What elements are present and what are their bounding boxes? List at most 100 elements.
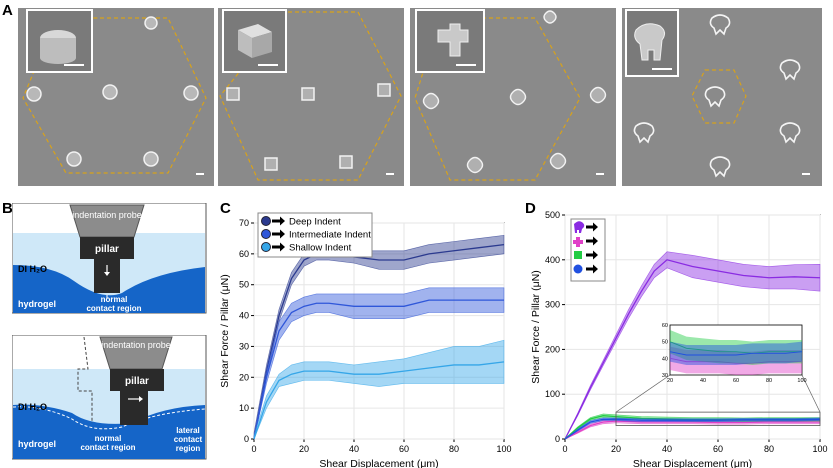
x-axis-label: Shear Displacement (μm) [319,458,438,468]
y-tick-label: 400 [545,255,560,265]
label-indentation-probe: indentation probe [101,340,171,350]
x-tick-label: 100 [812,444,827,454]
y-tick-label: 0 [244,434,249,444]
label-lateral: lateral [176,426,200,435]
schematic-normal-contact: indentation probe pillar DI H₂O hydrogel… [12,203,207,314]
legend-circle-icon [573,264,583,274]
label-di-water: DI H₂O [18,264,47,274]
x-tick-label: 80 [764,444,774,454]
chart-d: 0 20 40 60 80 100 0 100 200 300 400 500 Shear Displa… [530,210,828,468]
series-line-circle [564,418,821,440]
label-di-water: DI H₂O [18,402,47,412]
flower-pillars [422,10,607,174]
panel-label-b: B [2,200,13,217]
legend-arrow-icon [586,236,598,246]
panel-label-d: D [525,200,536,217]
hydrogel-surface [13,404,205,459]
series-line-flower [564,420,820,440]
inset-x-tick-label: 100 [797,378,806,384]
panel-label-c: C [220,200,231,217]
legend-flower-icon [573,237,583,247]
label-region: region [176,444,201,453]
label-contact-region: contact region [86,304,141,313]
y-tick-label: 70 [239,218,249,228]
label-contact: contact [174,435,203,444]
panel-label-a: A [2,2,13,19]
sem-image-flower-pillars [410,8,616,186]
inset-y-tick-label: 60 [662,323,668,329]
inset-band-square [670,330,802,365]
sem-image-square-pillars [218,8,404,186]
legend-arrow-icon [272,229,285,239]
legend-label: Intermediate Indent [289,230,371,241]
elephant-pillars [633,14,801,178]
legend-arrow-icon [272,216,285,226]
zoom-connector [615,374,671,413]
legend-marker [261,242,271,252]
x-tick-label: 80 [449,444,459,454]
legend-arrow-icon [586,264,598,274]
circle-pillars [26,16,199,167]
label-normal: normal [101,295,128,304]
hexagon-outline [414,17,581,181]
label-hydrogel: hydrogel [18,439,56,449]
inset-y-tick-label: 30 [662,373,668,379]
y-tick-label: 100 [545,389,560,399]
chart-c: 0 20 40 60 80 100 0 10 20 30 40 50 60 70 Shear Displac… [219,212,512,468]
legend-label: Deep Indent [289,217,341,228]
y-tick-label: 200 [545,344,560,354]
label-normal: normal [95,434,122,443]
inset-line-square [669,341,802,354]
inset-band-circle [670,341,802,365]
y-tick-label: 40 [239,311,249,321]
legend-arrow-icon [272,242,285,252]
x-tick-label: 0 [251,444,256,454]
label-pillar: pillar [125,376,149,387]
inset-y-tick-label: 50 [662,340,668,346]
inset-x-tick-label: 20 [667,378,673,384]
series-line-shallow-indent [253,361,505,440]
x-tick-label: 20 [611,444,621,454]
y-tick-label: 30 [239,341,249,351]
series-band-intermediate-indent [253,287,505,440]
x-tick-label: 0 [562,444,567,454]
x-tick-label: 60 [399,444,409,454]
label-contact-region: contact region [80,443,135,452]
y-tick-label: 300 [545,300,560,310]
y-tick-label: 20 [239,372,249,382]
zoom-connector [801,374,821,413]
y-axis-label: Shear Force / Pillar (μN) [219,274,231,387]
legend-arrow-icon [586,222,598,232]
y-tick-label: 60 [239,249,249,259]
legend-label: Shallow Indent [289,243,352,254]
x-tick-label: 100 [496,444,511,454]
y-tick-label: 50 [239,280,249,290]
inset-y-tick-label: 40 [662,356,668,362]
sem-image-elephant-pillars [622,8,822,186]
pillar-shape [120,391,148,425]
legend-marker [261,229,271,239]
inset-line-circle [669,351,803,356]
sem-square-svg [219,9,402,181]
y-axis-label: Shear Force / Pillar (μN) [530,270,542,383]
x-tick-label: 60 [713,444,723,454]
x-axis-label: Shear Displacement (μm) [633,458,752,468]
sem-image-circle-pillars [18,8,214,186]
zoom-region [615,411,821,426]
y-tick-label: 500 [545,210,560,220]
inset-x-tick-label: 40 [700,378,706,384]
legend-arrow-icon [586,250,598,260]
inset-x-tick-label: 80 [766,378,772,384]
inset-line-flower [669,357,802,364]
y-tick-label: 10 [239,403,249,413]
series-line-elephant [564,259,821,440]
series-band-shallow-indent [253,339,505,440]
schematic-lateral-contact: indentation probe pillar DI H₂O hydrogel… [12,335,207,460]
sem-circle-svg [22,9,207,175]
hydrogel-surface [13,265,205,313]
hexagon-outline [219,11,402,181]
inset-x-tick-label: 60 [733,378,739,384]
x-tick-label: 20 [299,444,309,454]
label-hydrogel: hydrogel [18,299,56,309]
sem-flower-svg [414,9,607,181]
